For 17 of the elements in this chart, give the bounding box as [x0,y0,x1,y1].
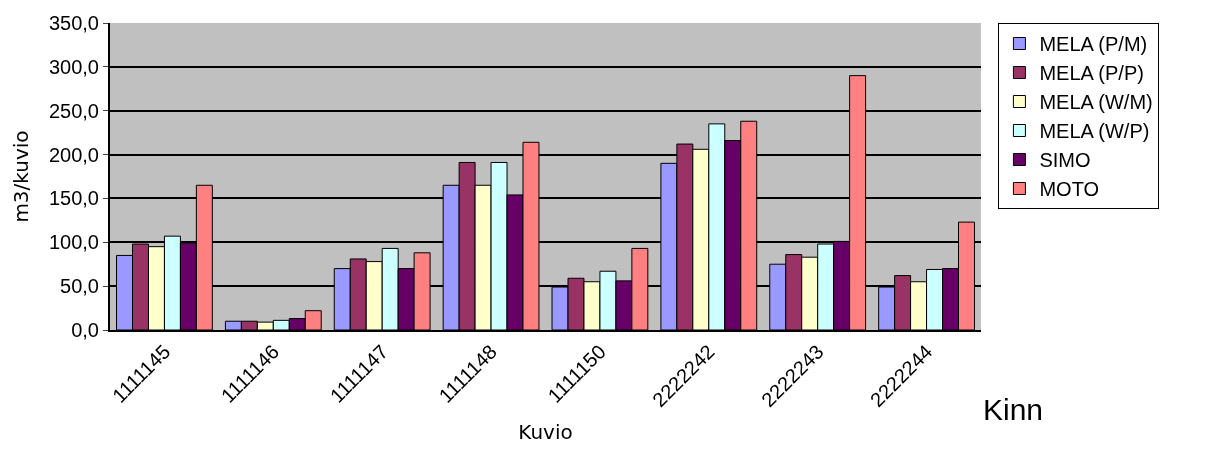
legend-label: MELA (P/P) [1039,62,1144,85]
legend-label: MELA (P/M) [1039,33,1148,56]
legend-label: MOTO [1039,178,1100,201]
text: Kinn [983,393,1044,426]
y-axis-title: m3/kuvio [8,130,33,223]
x-axis-title: Kuvio [518,419,573,444]
y-tick-label: 300,0 [48,55,99,78]
y-tick-label: 350,0 [48,12,99,34]
y-tick-label: 200,0 [48,143,99,166]
legend-label: MELA (W/M) [1039,91,1153,114]
legend-label: SIMO [1039,149,1091,172]
y-tick-label: 250,0 [48,99,99,122]
legend-label: MELA (W/P) [1039,120,1150,143]
y-tick-label: 0,0 [71,319,99,341]
y-tick-label: 50,0 [60,275,99,298]
y-tick-label: 100,0 [48,231,99,254]
y-tick-label: 150,0 [48,187,99,210]
